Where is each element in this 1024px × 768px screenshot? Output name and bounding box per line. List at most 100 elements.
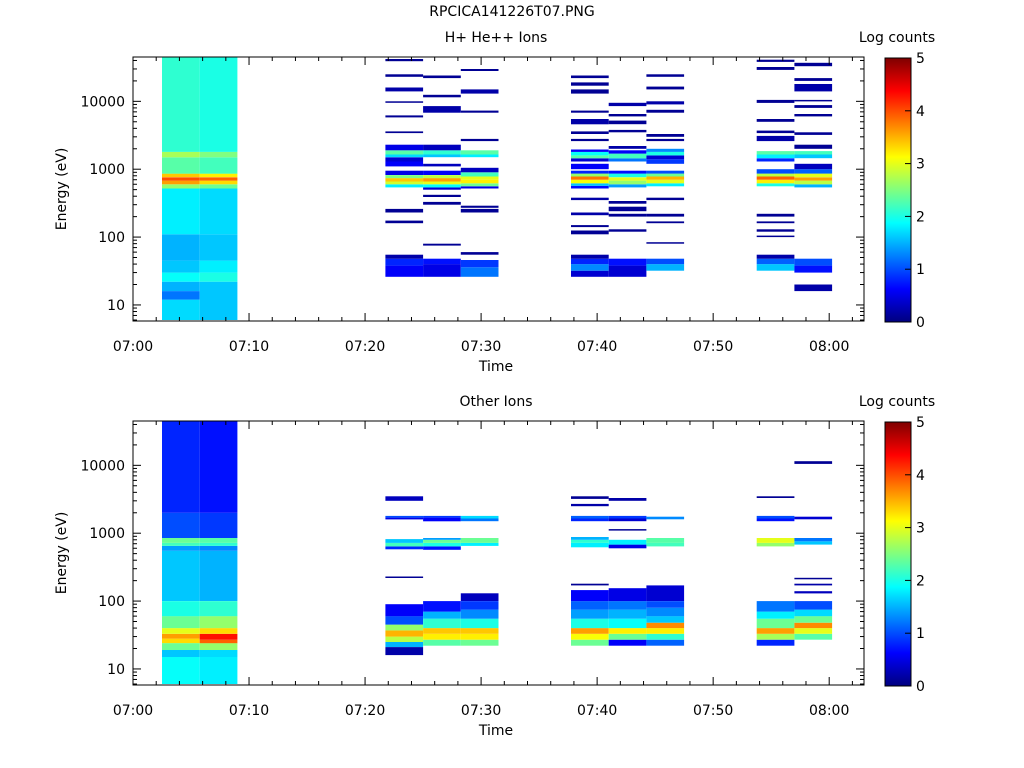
heatmap-cell [423, 618, 461, 629]
heatmap-cell [794, 78, 833, 81]
heatmap-cell [794, 461, 833, 464]
heatmap-cell [794, 265, 833, 273]
heatmap-cell [608, 609, 647, 619]
heatmap-cell [794, 184, 833, 188]
heatmap-cell [756, 59, 795, 62]
heatmap-cell [571, 110, 609, 113]
x-tick-label: 07:40 [577, 339, 617, 355]
heatmap-cell [460, 260, 499, 268]
heatmap-cell [794, 633, 833, 640]
heatmap-cell [571, 542, 609, 548]
heatmap-cell [385, 539, 424, 543]
heatmap-cell [385, 604, 424, 617]
colorbar-tick-label: 5 [916, 51, 925, 67]
heatmap-cell [608, 173, 647, 178]
heatmap-cell [756, 154, 795, 159]
heatmap-cell [423, 178, 461, 182]
heatmap-cell [199, 272, 238, 282]
heatmap-cell [460, 633, 499, 640]
heatmap-cell [460, 89, 499, 94]
plot-frame [132, 56, 865, 322]
heatmap-cell [385, 74, 424, 77]
heatmap-cell [385, 144, 424, 151]
heatmap-cell [162, 542, 200, 546]
heatmap-cell [608, 518, 647, 522]
heatmap-cell [162, 601, 200, 617]
heatmap-cell [385, 184, 424, 188]
heatmap-cell [571, 173, 609, 177]
heatmap-cell [162, 57, 200, 152]
heatmap-cell [571, 270, 609, 277]
heatmap-cell [756, 633, 795, 640]
heatmap-cell [385, 265, 424, 277]
heatmap-cell [608, 158, 647, 162]
heatmap-cell [460, 69, 499, 71]
heatmap-cell [199, 639, 238, 644]
x-tick-label: 07:10 [229, 339, 269, 355]
heatmap-cell [162, 643, 200, 650]
heatmap-cell [794, 583, 833, 586]
heatmap-cell [608, 529, 647, 531]
heatmap-cell [646, 601, 685, 608]
heatmap-cell [460, 252, 499, 255]
heatmap-cell [646, 109, 685, 113]
heatmap-cell [460, 515, 499, 519]
heatmap-cell [646, 516, 685, 520]
heatmap-cell [646, 176, 685, 180]
heatmap-cell [646, 138, 685, 142]
x-tick-label: 08:00 [809, 703, 849, 719]
heatmap-cell [423, 601, 461, 612]
x-tick-label: 07:40 [577, 703, 617, 719]
y-tick-label: 1000 [89, 526, 125, 542]
x-tick-label: 07:00 [113, 703, 153, 719]
heatmap-cell [608, 213, 647, 217]
heatmap-cell [794, 84, 833, 92]
heatmap-cell [385, 175, 424, 179]
heatmap-cell [571, 89, 609, 94]
heatmap-cell [794, 284, 833, 292]
heatmap-cell [423, 175, 461, 179]
heatmap-cell [756, 611, 795, 619]
heatmap-cell [460, 172, 499, 177]
colorbar-ticks: 0 1 2 3 4 5 [905, 51, 925, 331]
x-tick-label: 07:10 [229, 703, 269, 719]
heatmap-cell [756, 67, 795, 70]
heatmap-cell [423, 546, 461, 550]
heatmap-cell [608, 146, 647, 149]
heatmap-cell [571, 176, 609, 180]
heatmap-cell [571, 155, 609, 159]
heatmap-cell [199, 616, 238, 629]
heatmap-cell [460, 205, 499, 208]
heatmap-cell [794, 105, 833, 108]
heatmap-cell [199, 421, 238, 513]
heatmap-cell [162, 550, 200, 601]
heatmap-cell [794, 516, 833, 520]
heatmap-cell [646, 159, 685, 164]
heatmap-cell [460, 186, 499, 189]
heatmap-cell [460, 176, 499, 180]
heatmap-cell [756, 518, 795, 522]
heatmap-cell [646, 622, 685, 629]
heatmap-cell [385, 59, 424, 62]
heatmap-cell [385, 208, 424, 213]
heatmap-cell [385, 220, 424, 224]
heatmap-cell [162, 657, 200, 684]
heatmap-cell [423, 517, 461, 522]
y-axis: 10 100 1000 10000 [80, 423, 864, 685]
heatmap-cell [608, 498, 647, 501]
heatmap-cell [423, 194, 461, 197]
heatmap-cell [385, 576, 424, 578]
heatmap-cell [162, 260, 200, 273]
heatmap-cell [608, 639, 647, 646]
heatmap-cell [571, 628, 609, 634]
heatmap-cell [756, 99, 795, 103]
heatmap-cell [646, 197, 685, 201]
heatmap-cell [756, 264, 795, 271]
heatmap-cell [199, 234, 238, 261]
heatmap-cell [162, 421, 200, 513]
heatmap-cell [460, 593, 499, 601]
heatmap-cell [794, 99, 833, 102]
heatmap-cell [794, 163, 833, 170]
heatmap-cell [162, 173, 200, 178]
y-tick-label: 100 [98, 594, 125, 610]
